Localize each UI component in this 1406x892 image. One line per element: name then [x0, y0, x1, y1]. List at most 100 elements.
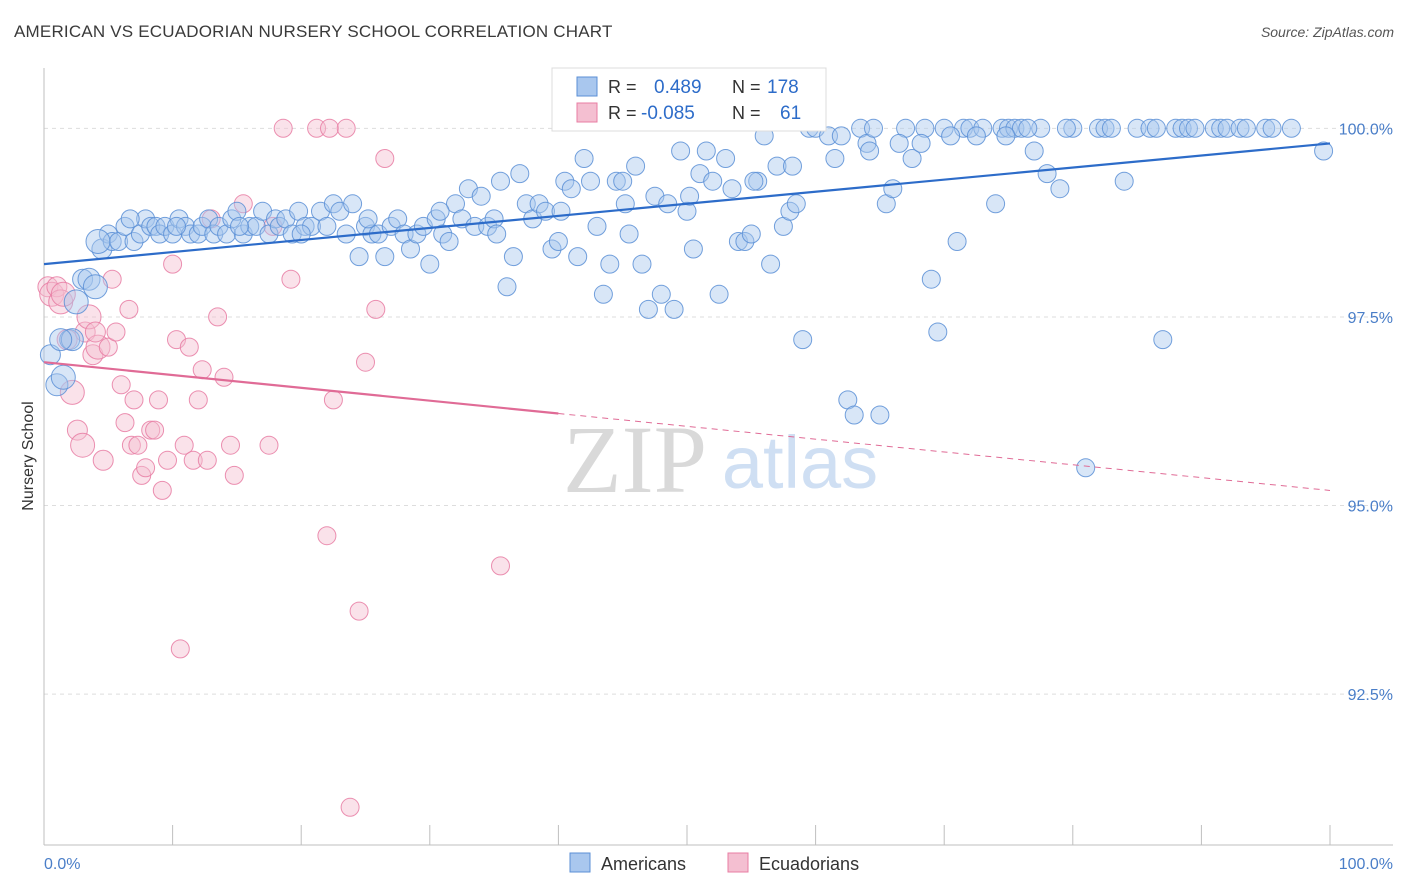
ecuadorians-point [106, 322, 126, 342]
americans-point [1172, 118, 1192, 138]
ecuadorians-point [92, 449, 114, 471]
americans-swatch [576, 76, 598, 97]
americans-point [1095, 118, 1115, 138]
americans-point [671, 141, 691, 161]
ecuadorians-point [188, 390, 208, 410]
americans-point [619, 224, 639, 244]
americans-point [503, 247, 523, 267]
americans-point [1314, 141, 1334, 161]
americans-point [1050, 179, 1070, 199]
y-tick-labels: 92.5% 95.0% 97.5% 100.0% [1339, 121, 1393, 704]
americans-point [870, 405, 890, 425]
ecuadorians-point [197, 450, 217, 470]
ecuadorians-point [375, 149, 395, 168]
americans-point [986, 194, 1006, 214]
ecuadorians-r-label: R = [608, 103, 637, 123]
americans-point [85, 229, 111, 254]
americans-point [783, 156, 802, 176]
americans-point [1101, 118, 1121, 138]
americans-point [999, 118, 1018, 138]
americans-point [1063, 118, 1083, 138]
ecuadorians-point [115, 413, 135, 433]
ecuadorians-point [340, 797, 360, 817]
americans-point [632, 254, 652, 274]
americans-point [606, 171, 626, 191]
y-tick-label: 92.5% [1348, 687, 1393, 704]
americans-point [696, 141, 716, 161]
ecuadorians-point [121, 435, 141, 455]
ecuadorians-point [349, 601, 369, 621]
americans-point [664, 299, 684, 319]
americans-point [996, 126, 1016, 146]
americans-point [561, 179, 581, 199]
americans-point [510, 164, 530, 184]
americans-point [1127, 118, 1147, 138]
americans-point [741, 224, 761, 244]
americans-point [343, 194, 363, 214]
americans-point [626, 156, 646, 176]
americans-point [735, 232, 755, 251]
americans-n-value: 178 [767, 77, 799, 98]
americans-point [199, 209, 219, 229]
americans-point [780, 201, 800, 221]
americans-points [39, 118, 1334, 478]
ecuadorians-point [111, 375, 131, 395]
americans-point [120, 209, 140, 229]
americans-point [960, 118, 980, 138]
ecuadorians-point [336, 118, 356, 138]
americans-point [680, 186, 700, 206]
americans-point [1076, 458, 1096, 478]
americans-point [716, 149, 736, 168]
ecuadorians-point [66, 419, 88, 441]
ecuadorians-point [192, 360, 212, 380]
ecuadorians-point [174, 435, 194, 455]
americans-point [744, 171, 764, 191]
americans-point [1217, 118, 1237, 138]
ecuadorians-point [84, 321, 106, 343]
americans-point [934, 118, 954, 138]
americans-point [1037, 164, 1057, 184]
ecuadorians-point [317, 526, 337, 546]
ecuadorians-points [37, 118, 510, 817]
ecuadorians-point [163, 254, 183, 274]
ecuadorians-point [119, 299, 139, 319]
ecuadorians-point [179, 337, 199, 357]
ecuadorians-point [366, 299, 386, 319]
americans-point [1011, 118, 1031, 138]
americans-point [60, 328, 84, 352]
ecuadorians-point [98, 337, 118, 357]
chart-source: Source: ZipAtlas.com [1260, 24, 1394, 40]
americans-point [658, 194, 678, 214]
americans-point [302, 216, 321, 236]
americans-point [1185, 118, 1205, 138]
ecuadorians-point [170, 639, 190, 659]
watermark-atlas: atlas [722, 421, 878, 504]
legend-ecuadorians-label: Ecuadorians [759, 854, 859, 874]
americans-point [124, 232, 144, 251]
grid-lines [44, 127, 1393, 695]
americans-point [568, 247, 588, 267]
americans-point [1018, 118, 1038, 138]
trend-lines [43, 142, 1331, 491]
americans-point [638, 299, 658, 319]
americans-point [651, 284, 671, 304]
americans-point [889, 133, 909, 153]
americans-point [966, 126, 986, 146]
americans-point [1256, 118, 1276, 138]
americans-point [793, 330, 813, 350]
ecuadorians-point [356, 352, 375, 372]
americans-point [358, 209, 378, 229]
americans-point [767, 156, 787, 176]
ecuadorians-point [224, 465, 244, 485]
americans-point [497, 277, 517, 297]
ecuadorians-point [259, 435, 279, 455]
americans-point [677, 201, 697, 221]
americans-point [102, 232, 122, 251]
legend-americans-label: Americans [601, 854, 686, 874]
ecuadorians-point [233, 194, 253, 214]
americans-point [831, 126, 851, 146]
stats-legend: R = 0.489 N = 178 R = -0.085 N = 61 [551, 67, 827, 132]
americans-point [323, 194, 343, 214]
watermark-zip: ZIP [563, 406, 707, 513]
ecuadorians-point [214, 367, 234, 387]
